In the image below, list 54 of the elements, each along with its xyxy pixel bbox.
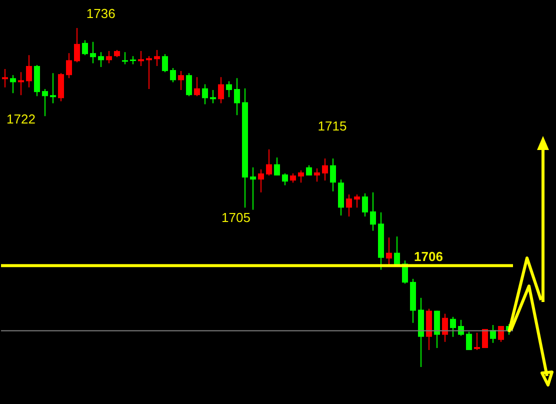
candlestick (370, 192, 376, 232)
candlestick (50, 72, 56, 104)
annotation: 1706 (414, 249, 443, 264)
candlestick (274, 157, 280, 176)
candlestick (490, 324, 496, 344)
annotation: 1705 (222, 210, 250, 225)
candlestick (82, 40, 88, 56)
candlestick (330, 158, 336, 192)
candlestick (362, 192, 368, 217)
candlestick (234, 78, 240, 116)
candlestick (122, 52, 128, 65)
candlestick (18, 72, 24, 96)
candlestick (194, 76, 200, 97)
candlestick (450, 316, 456, 338)
candlestick (322, 158, 328, 182)
candlestick (306, 164, 312, 176)
annotation: 1722 (6, 112, 36, 127)
candlestick (10, 74, 16, 94)
candlestick (106, 50, 112, 64)
candlestick (154, 50, 160, 66)
candlestick (258, 168, 264, 193)
candlestick (2, 68, 8, 88)
candlestick (74, 28, 80, 63)
candlestick (298, 170, 304, 184)
candlestick (202, 84, 208, 105)
candlestick (346, 194, 352, 217)
candlestick (290, 172, 296, 184)
candlestick (26, 54, 32, 88)
candlestick (138, 50, 144, 66)
candlestick (314, 168, 320, 182)
annotation: 1715 (318, 118, 347, 134)
candlestick (474, 332, 480, 351)
candlestick (394, 236, 400, 266)
candlestick (178, 70, 184, 91)
candlestick (162, 54, 168, 73)
candlestick (186, 72, 192, 97)
candlestick (146, 56, 152, 90)
candlestick (90, 41, 96, 64)
candlestick (250, 166, 256, 210)
candlestick (226, 80, 232, 98)
candlestick (98, 52, 104, 68)
candlestick (42, 88, 48, 117)
candlestick (66, 52, 72, 79)
candlestick (210, 90, 216, 104)
candlestick (458, 319, 464, 336)
candlestick (386, 237, 392, 266)
candlestick (442, 313, 448, 342)
candlestick (218, 76, 224, 104)
candlestick (354, 194, 360, 208)
candlestick (466, 331, 472, 351)
candlestick (282, 172, 288, 186)
text: 1736 (86, 6, 116, 21)
candlestick (170, 68, 176, 83)
candlestick (266, 148, 272, 176)
